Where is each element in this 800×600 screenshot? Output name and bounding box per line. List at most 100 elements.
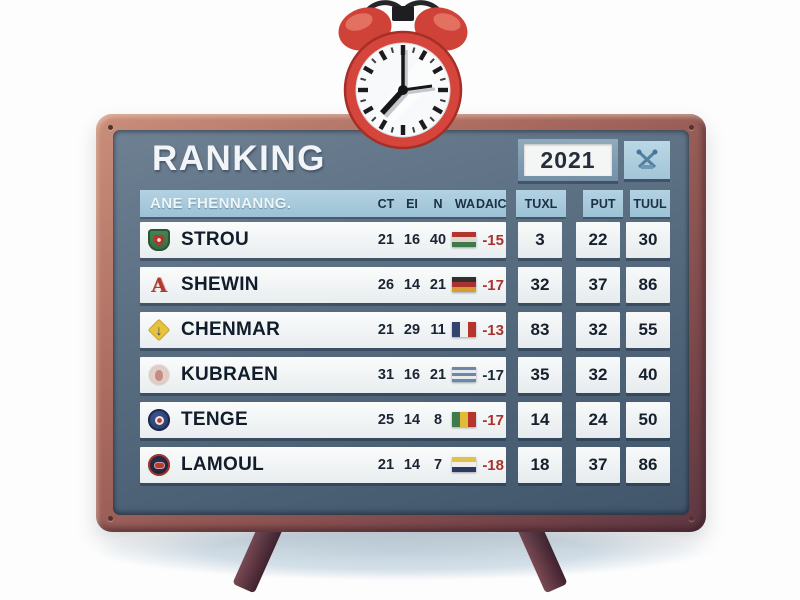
stat-header: EI [406,196,418,211]
roundred-crest-icon [148,454,170,476]
score-box: 37 [576,267,620,303]
team-name: CHENMAR [181,319,281,340]
table-row: SHEWIN 26 14 21 -17 32 37 86 [140,267,685,303]
diff-value: -17 [482,366,504,384]
team-name: SHEWIN [181,274,259,295]
letter-crest-icon [148,274,170,296]
score-box: 30 [626,222,670,258]
score-box: 32 [518,267,562,303]
score-box: 83 [518,312,562,348]
score-box: 3 [518,222,562,258]
stat-values: 26 14 21 [374,277,450,293]
stat-value: 14 [403,412,421,428]
stat-value: 29 [403,322,421,338]
diff-value: -17 [482,411,504,429]
diff-column-header: DAIC [476,196,507,211]
table-row: KUBRAEN 31 16 21 -17 35 32 40 [140,357,685,393]
clock-center-pin [398,85,408,95]
year-value: 2021 [524,144,612,176]
stat-values: 31 16 21 [374,367,450,383]
flag-column-header: WA [454,196,476,211]
shield-crest-icon [148,229,170,251]
header-bar: ANE FHENNANNG. CT EI N WA DAIC [140,190,507,217]
score-column-header: TUUL [630,190,670,217]
score-box: 50 [626,402,670,438]
score-box: 24 [576,402,620,438]
score-box: 18 [518,447,562,483]
stat-value: 21 [377,457,395,473]
stat-value: 14 [403,277,421,293]
faded-crest-icon [148,364,170,386]
team-name: STROU [181,229,249,250]
stat-values: 25 14 8 [374,412,450,428]
stat-value: 31 [377,367,395,383]
team-bar: KUBRAEN 31 16 21 -17 [140,357,506,393]
table-header: ANE FHENNANNG. CT EI N WA DAIC TUXL PUT … [140,190,685,217]
frame-screw-icon [689,125,694,130]
black-red-gold-flag [452,277,476,292]
team-bar: LAMOUL 21 14 7 -18 [140,447,506,483]
stat-headers: CT EI N [374,197,450,211]
emblem-badge [624,141,670,179]
frame-screw-icon [108,516,113,521]
score-box: 14 [518,402,562,438]
score-box: 55 [626,312,670,348]
stat-values: 21 14 7 [374,457,450,473]
roundblue-crest-icon [148,409,170,431]
year-badge: 2021 [518,139,618,181]
diff-value: -17 [482,276,504,294]
stat-value: 16 [403,232,421,248]
score-box: 86 [626,267,670,303]
stat-value: 21 [377,322,395,338]
table-row: CHENMAR 21 29 11 -13 83 32 55 [140,312,685,348]
crossed-crest-icon [636,149,658,169]
table-row: TENGE 25 14 8 -17 14 24 50 [140,402,685,438]
stat-values: 21 29 11 [374,322,450,338]
score-box: 35 [518,357,562,393]
stat-value: 26 [377,277,395,293]
team-name: TENGE [181,409,248,430]
stat-value: 14 [403,457,421,473]
team-bar: TENGE 25 14 8 -17 [140,402,506,438]
green-yellow-red-flag [452,412,476,427]
score-box: 37 [576,447,620,483]
blue-white-red-flag [452,322,476,337]
frame-screw-icon [108,125,113,130]
stat-value: 7 [433,457,443,473]
team-bar: STROU 21 16 40 -15 [140,222,506,258]
frame-screw-icon [689,516,694,521]
clock-stem [392,6,414,21]
table-row: LAMOUL 21 14 7 -18 18 37 86 [140,447,685,483]
stat-header: N [433,196,443,211]
team-name: KUBRAEN [181,364,279,385]
stat-value: 25 [377,412,395,428]
stat-value: 21 [429,367,447,383]
red-white-green-flag [452,232,476,247]
stat-value: 21 [377,232,395,248]
stat-values: 21 16 40 [374,232,450,248]
table-rows: STROU 21 16 40 -15 3 22 30 SHEWIN 26 14 … [140,222,685,492]
diff-value: -15 [482,231,504,249]
team-name: LAMOUL [181,454,265,475]
diff-value: -13 [482,321,504,339]
score-column-header: TUXL [516,190,566,217]
score-box: 40 [626,357,670,393]
diamond-crest-icon [148,319,170,341]
team-bar: CHENMAR 21 29 11 -13 [140,312,506,348]
score-column-header: PUT [583,190,623,217]
stat-value: 8 [433,412,443,428]
yellow-white-navy-flag [452,457,476,472]
score-box: 22 [576,222,620,258]
team-bar: SHEWIN 26 14 21 -17 [140,267,506,303]
stat-header: CT [377,196,395,211]
blue-white-striped-flag [452,367,476,382]
name-column-header: ANE FHENNANNG. [150,195,292,212]
score-box: 86 [626,447,670,483]
stat-value: 40 [429,232,447,248]
alarm-clock [338,0,468,150]
score-box: 32 [576,312,620,348]
diff-value: -18 [482,456,504,474]
stat-value: 11 [430,322,446,338]
